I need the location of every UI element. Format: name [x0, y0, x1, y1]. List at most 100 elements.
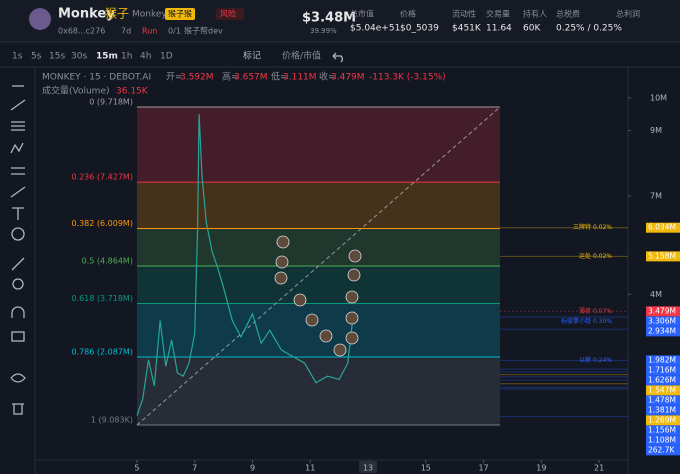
- fib-label: 0.5 (4.864M): [82, 257, 133, 266]
- tool-fib[interactable]: [11, 121, 25, 131]
- price-tag-label: 1.156M: [648, 425, 676, 434]
- legend-low: 3.111M: [283, 73, 317, 83]
- stat-label: 持有人: [523, 9, 547, 19]
- price-line: [136, 114, 355, 416]
- price-tag: [646, 316, 680, 327]
- timeframe[interactable]: 30s: [71, 52, 87, 62]
- timeframe[interactable]: 1D: [160, 52, 173, 62]
- avatar: [293, 293, 307, 307]
- stat-label: 总税费: [556, 9, 580, 19]
- tool-range[interactable]: [11, 167, 25, 175]
- avatar: [345, 311, 359, 325]
- timeframe[interactable]: 5s: [31, 52, 42, 62]
- stat-label: 价格: [400, 9, 416, 19]
- fib-band: [136, 356, 500, 425]
- legend-low-label: 低=: [271, 71, 288, 83]
- price-tag: [646, 365, 680, 376]
- tag-bg: [165, 8, 195, 20]
- fib-label: 0 (9.718M): [89, 98, 133, 107]
- token-name-cn: 猴子: [105, 7, 129, 21]
- tool-text[interactable]: [12, 207, 24, 220]
- dev: 猴子帮dev: [184, 26, 223, 36]
- y-tick-label: 9M: [650, 126, 662, 135]
- tool-line[interactable]: [10, 99, 26, 111]
- risk-bg: [216, 8, 244, 20]
- tool-lock[interactable]: [11, 331, 25, 342]
- stat-label: 交易量: [486, 9, 510, 19]
- price-tag-label: 1.547M: [648, 385, 676, 394]
- timeframe[interactable]: 1h: [121, 52, 132, 62]
- price-sub: 39.99%: [310, 27, 337, 35]
- token-name: Monkey: [58, 7, 115, 22]
- price-tag-label: 1.478M: [648, 395, 676, 404]
- timeframe[interactable]: 15m: [96, 52, 118, 62]
- tool-trash[interactable]: [12, 403, 24, 415]
- token-tag: 猴子猴: [168, 10, 192, 19]
- volume-label: 成交量(Volume): [42, 85, 110, 97]
- risk-tag: 风险: [220, 9, 236, 19]
- legend-high: 3.657M: [234, 73, 268, 83]
- x-tick-highlight: [359, 461, 378, 473]
- price-tag: [646, 445, 680, 456]
- price: $3.48M: [302, 11, 356, 26]
- address[interactable]: 0x68...c276: [58, 27, 105, 36]
- y-tick-label: 7M: [650, 192, 662, 201]
- tool-zoom[interactable]: [12, 278, 24, 290]
- avatar: [275, 255, 289, 269]
- price-tag-note: 标骏擎小毯 0.30%: [561, 317, 612, 325]
- x-tick-label: 11: [305, 464, 315, 473]
- x-tick-label: 17: [478, 464, 488, 473]
- price-tag-note: 运处 0.02%: [579, 252, 612, 260]
- legend-change: -113.3K (-3.15%): [369, 73, 446, 83]
- fib-label: 0.236 (7.427M): [71, 173, 133, 182]
- toggle-button[interactable]: 价格/市值: [282, 50, 321, 62]
- price-tag: [646, 222, 680, 233]
- y-tick-label: 10M: [650, 93, 667, 102]
- price-tag: [646, 395, 680, 406]
- tool-eye[interactable]: [10, 373, 26, 383]
- legend-open-label: 开=: [166, 72, 183, 83]
- fib-band: [136, 182, 500, 229]
- tool-brush[interactable]: [10, 186, 26, 198]
- marks-button[interactable]: 标记: [243, 50, 261, 62]
- price-tag: [646, 326, 680, 337]
- fib-label: 0.382 (6.009M): [71, 219, 133, 228]
- header-bar: [0, 0, 680, 42]
- tool-magnet[interactable]: [11, 306, 25, 318]
- legend-title: MONKEY · 15 · DEBOT.AI: [42, 73, 151, 83]
- x-tick-label: 13: [363, 464, 373, 473]
- stat-label: 总利润: [616, 9, 640, 19]
- price-tag-note: 三牌特 0.02%: [573, 223, 612, 231]
- timeframe[interactable]: 1s: [12, 52, 23, 62]
- tool-measure[interactable]: [11, 257, 25, 271]
- timeframe[interactable]: 4h: [140, 52, 151, 62]
- price-tag: [646, 355, 680, 366]
- run: Run: [142, 27, 157, 36]
- stat-value: 11.64: [486, 24, 512, 34]
- x-tick-label: 9: [250, 464, 255, 473]
- tool-emoji[interactable]: [11, 227, 25, 241]
- timeframe[interactable]: 15s: [49, 52, 65, 62]
- price-tag-note: 薄荷 0.07%: [579, 307, 612, 315]
- price-tag: [646, 375, 680, 386]
- volume-value: 36.15K: [116, 87, 149, 97]
- price-tag-label: 1.381M: [648, 405, 676, 414]
- avatar: [345, 290, 359, 304]
- tool-pattern[interactable]: [10, 142, 24, 154]
- x-tick-label: 15: [421, 464, 431, 473]
- avatar: [305, 313, 319, 327]
- price-tag-label: 1.269M: [648, 415, 676, 424]
- undo-icon[interactable]: [332, 52, 343, 63]
- stat-label: 流动性: [452, 9, 476, 19]
- price-tag: [646, 306, 680, 317]
- avatar: [319, 329, 333, 343]
- stat-label: 总市值: [350, 9, 374, 19]
- stat-value: 0.25% / 0.25%: [556, 24, 622, 34]
- stat-value: $0_5039: [400, 24, 439, 34]
- left-toolbar: [10, 85, 26, 415]
- legend-close: 3.479M: [331, 73, 365, 83]
- price-tag-label: 2.934M: [648, 326, 676, 335]
- price-tag-label: 1.716M: [648, 365, 676, 374]
